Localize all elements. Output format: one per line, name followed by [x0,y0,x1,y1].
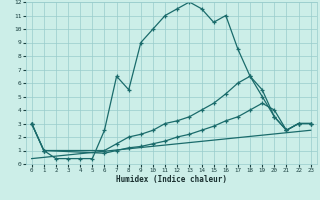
X-axis label: Humidex (Indice chaleur): Humidex (Indice chaleur) [116,175,227,184]
